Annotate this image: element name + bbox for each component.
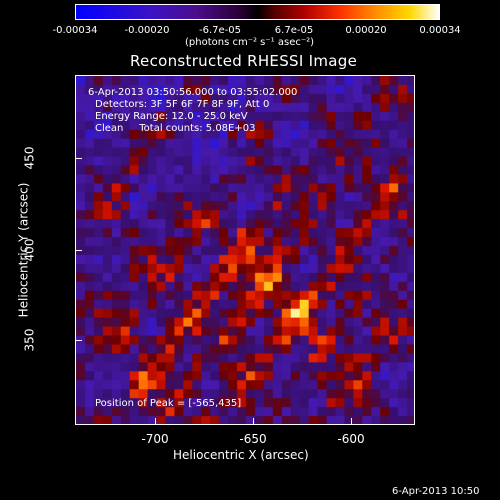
x-tick-label: -650 [239,432,267,446]
energy-range-label: Energy Range: 12.0 - 25.0 keV [95,111,248,122]
time-range-label: 6-Apr-2013 03:50:56.000 to 03:55:02.000 [88,87,298,98]
rhessi-image-map [76,76,414,424]
x-tick-label: -700 [141,432,169,446]
detectors-label: Detectors: 3F 5F 6F 7F 8F 9F, Att 0 [95,99,270,110]
colorbar-tick-label: 6.7e-05 [274,25,314,36]
y-tick-mark [75,340,82,341]
colorbar-units-label: (photons cm⁻² s⁻¹ asec⁻²) [185,37,315,48]
colorbar-tick-label: -0.00034 [52,25,98,36]
y-tick-mark [75,158,82,159]
colorbar-tick-label: 0.00020 [345,25,387,36]
clean-total-counts-label: Clean Total counts: 5.08E+03 [95,123,256,134]
x-tick-mark [351,418,352,425]
x-axis-label: Heliocentric X (arcsec) [173,448,309,462]
colorbar-tick-label: 0.00034 [419,25,461,36]
footer-date: 6-Apr-2013 10:50 [392,486,480,497]
rhessi-image-panel: 6-Apr-2013 03:50:56.000 to 03:55:02.000 … [75,75,415,425]
colorbar-tick-label: -6.7e-05 [199,25,241,36]
y-tick-label: 450 [22,146,37,170]
y-axis-label: Heliocentric Y (arcsec) [16,182,31,318]
x-tick-mark [253,418,254,425]
y-tick-mark [75,250,82,251]
plot-title: Reconstructed RHESSI Image [130,52,358,70]
y-tick-label: 350 [22,328,37,352]
x-tick-mark [155,418,156,425]
peak-position-label: Position of Peak = [-565,435] [95,398,242,409]
x-tick-label: -600 [337,432,365,446]
colorbar [75,4,440,20]
colorbar-tick-label: -0.00020 [124,25,170,36]
